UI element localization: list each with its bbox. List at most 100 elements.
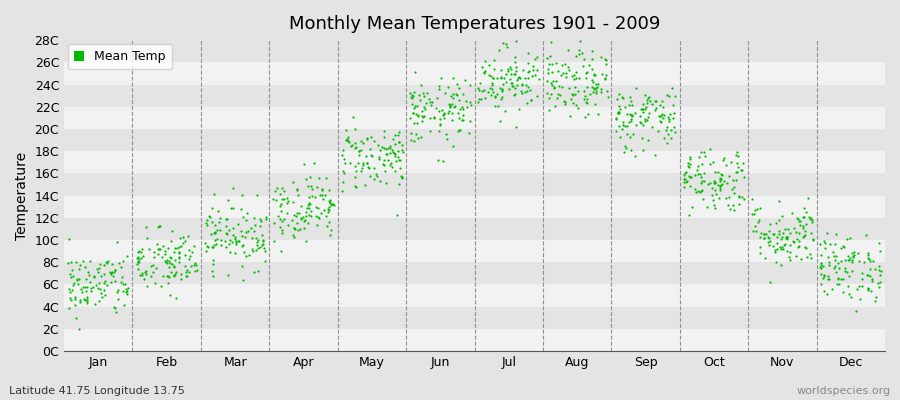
Point [327, 202, 341, 208]
Point [730, 168, 744, 175]
Point [500, 67, 515, 74]
Point [774, 244, 788, 250]
Point [172, 259, 186, 265]
Point [694, 149, 708, 156]
Point [341, 139, 356, 146]
Point [585, 56, 599, 62]
Point [688, 189, 703, 196]
Point [446, 91, 461, 97]
Point [152, 246, 166, 252]
Point [828, 257, 842, 263]
Point [515, 82, 529, 89]
Point [142, 246, 157, 252]
Point [598, 56, 612, 62]
Point [691, 188, 706, 194]
Point [569, 102, 583, 108]
Point [228, 234, 242, 240]
Point [652, 102, 667, 108]
Point [269, 197, 284, 203]
Point [491, 47, 506, 54]
Point [220, 272, 235, 279]
Point [412, 97, 427, 103]
Point [496, 81, 510, 87]
Point [317, 206, 331, 213]
Point [392, 129, 406, 135]
Point [780, 248, 795, 254]
Point [729, 176, 743, 183]
Point [336, 168, 350, 174]
Point [790, 215, 805, 222]
Point [791, 244, 806, 250]
Point [388, 132, 402, 138]
Point [770, 246, 784, 252]
Point [464, 102, 478, 108]
Y-axis label: Temperature: Temperature [15, 152, 29, 240]
Point [735, 167, 750, 174]
Point [487, 66, 501, 72]
Point [356, 160, 370, 167]
Point [691, 154, 706, 160]
Point [663, 111, 678, 117]
Point [774, 246, 788, 252]
Point [730, 149, 744, 155]
Point [520, 84, 535, 91]
Point [91, 268, 105, 275]
Point [861, 256, 876, 262]
Point [504, 71, 518, 77]
Point [276, 216, 291, 222]
Point [719, 162, 733, 169]
Point [588, 101, 602, 108]
Point [584, 77, 598, 83]
Point [238, 229, 253, 236]
Point [869, 294, 884, 301]
Point [796, 225, 810, 232]
Point [87, 300, 102, 307]
Point [586, 89, 600, 95]
Point [753, 230, 768, 237]
Point [366, 176, 381, 182]
Point [445, 101, 459, 107]
Point [208, 222, 222, 229]
Point [510, 77, 525, 83]
Point [829, 269, 843, 275]
Point [514, 88, 528, 94]
Point [816, 273, 831, 279]
Point [787, 239, 801, 245]
Point [637, 106, 652, 112]
Point [200, 242, 214, 249]
Point [654, 98, 669, 105]
Point [828, 263, 842, 269]
Point [617, 104, 632, 110]
Point [276, 188, 291, 194]
Point [586, 78, 600, 85]
Point [441, 110, 455, 116]
Point [387, 150, 401, 156]
Point [188, 268, 202, 274]
Point [404, 130, 419, 136]
Point [235, 263, 249, 270]
Point [485, 86, 500, 92]
Point [616, 95, 630, 101]
Point [392, 181, 407, 187]
Point [411, 135, 426, 142]
Point [291, 192, 305, 198]
Point [286, 232, 301, 238]
Point [392, 156, 407, 163]
Point [207, 242, 221, 248]
Point [172, 249, 186, 256]
Point [93, 280, 107, 286]
Point [865, 278, 879, 284]
Point [505, 80, 519, 86]
Point [417, 112, 431, 119]
Point [206, 191, 220, 197]
Point [308, 194, 322, 200]
Point [628, 153, 643, 159]
Point [212, 208, 226, 214]
Point [648, 98, 662, 104]
Point [168, 270, 183, 277]
Point [238, 253, 253, 260]
Point [694, 188, 708, 194]
Point [681, 164, 696, 170]
Point [131, 256, 146, 262]
Point [780, 236, 795, 242]
